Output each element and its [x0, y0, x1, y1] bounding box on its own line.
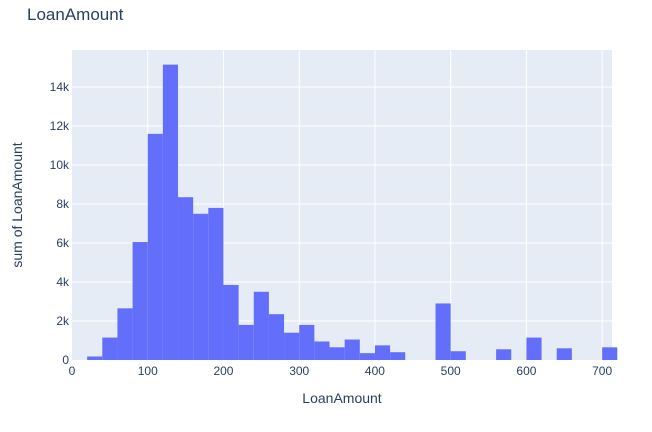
histogram-bar — [238, 324, 254, 360]
histogram-bar — [284, 332, 300, 360]
y-axis-title: sum of LoanAmount — [9, 142, 25, 267]
histogram-bar — [526, 337, 542, 360]
y-tick-label: 6k — [56, 236, 70, 250]
x-tick-label: 400 — [365, 364, 385, 378]
histogram-bar — [390, 352, 406, 360]
histogram-bar — [117, 308, 133, 360]
y-tick-label: 2k — [56, 314, 70, 328]
histogram-bar — [178, 197, 194, 360]
y-tick-label: 8k — [56, 197, 70, 211]
histogram-bar — [87, 356, 103, 360]
histogram-bar — [450, 351, 466, 360]
histogram-bar — [435, 303, 451, 360]
x-tick-label: 0 — [69, 364, 76, 378]
x-axis-title: LoanAmount — [302, 390, 382, 406]
histogram-bar — [208, 207, 224, 360]
histogram-bar — [223, 284, 239, 360]
histogram-bar — [193, 213, 209, 360]
y-tick-label: 0 — [62, 353, 69, 367]
y-axis-ticks: 0 2k 4k 6k 8k 10k 12k 14k — [50, 80, 70, 367]
histogram-bar — [268, 314, 285, 360]
x-tick-label: 500 — [441, 364, 461, 378]
histogram-bar — [374, 345, 391, 360]
x-tick-label: 100 — [138, 364, 158, 378]
y-tick-label: 14k — [50, 80, 70, 94]
chart-title: LoanAmount — [27, 5, 124, 24]
histogram-bar — [132, 242, 148, 360]
histogram-bar — [253, 291, 269, 360]
x-tick-label: 300 — [289, 364, 309, 378]
bars — [87, 64, 618, 360]
histogram-bar — [556, 348, 572, 360]
y-tick-label: 12k — [50, 119, 70, 133]
x-axis-ticks: 0 100 200 300 400 500 600 700 — [69, 364, 613, 378]
histogram-bar — [344, 339, 360, 360]
histogram-bar — [102, 337, 118, 360]
histogram-bar — [162, 64, 179, 360]
histogram-bar — [314, 341, 330, 360]
histogram-bar — [329, 347, 345, 360]
x-tick-label: 600 — [516, 364, 536, 378]
histogram-bar — [147, 133, 163, 360]
y-tick-label: 4k — [56, 275, 70, 289]
x-tick-label: 700 — [592, 364, 612, 378]
histogram-bar — [299, 324, 315, 360]
histogram-bar — [496, 349, 512, 360]
x-tick-label: 200 — [213, 364, 233, 378]
histogram-bar — [359, 353, 375, 360]
y-tick-label: 10k — [50, 158, 70, 172]
histogram-bar — [602, 347, 618, 360]
